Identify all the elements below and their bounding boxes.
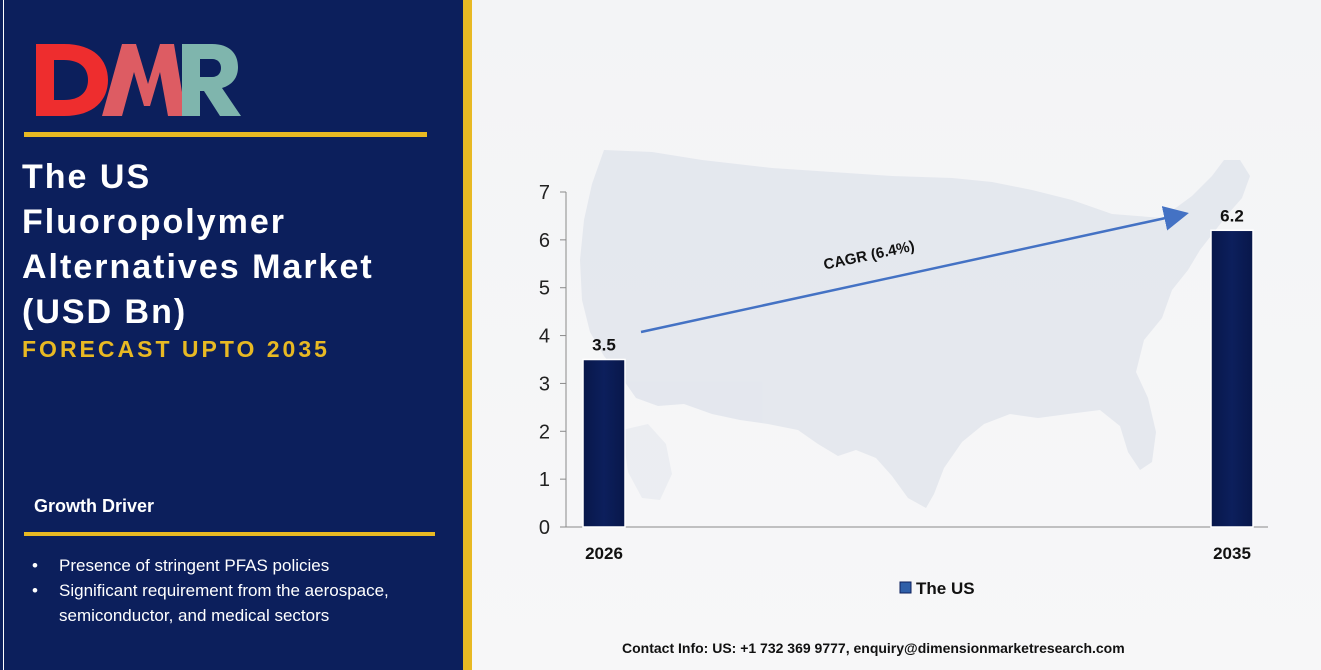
y-tick-label: 4 (539, 326, 550, 348)
y-tick-label: 1 (539, 469, 550, 491)
growth-driver-underline (24, 532, 435, 536)
y-tick-label: 0 (539, 517, 550, 539)
bar-data-label: 6.2 (1220, 206, 1244, 225)
bar-data-label: 3.5 (592, 336, 616, 355)
logo-underline (24, 132, 427, 137)
y-tick-label: 7 (539, 182, 550, 204)
y-tick-label: 5 (539, 278, 550, 300)
us-map-background (580, 150, 1250, 508)
y-tick-label: 2 (539, 421, 550, 443)
growth-driver-item: Significant requirement from the aerospa… (32, 578, 432, 628)
legend-swatch (899, 581, 912, 594)
cagr-arrow (640, 206, 1189, 334)
bar (582, 358, 626, 528)
forecast-subtitle: FORECAST UPTO 2035 (22, 336, 330, 362)
growth-driver-list: Presence of stringent PFAS policies Sign… (32, 553, 432, 628)
market-title: The US Fluoropolymer Alternatives Market… (22, 155, 452, 335)
title-line: Alternatives Market (22, 248, 374, 286)
y-tick-label: 6 (539, 230, 550, 252)
title-line: The US (22, 158, 152, 196)
dmr-logo (36, 44, 241, 116)
contact-info: Contact Info: US: +1 732 369 9777, enqui… (622, 640, 1125, 656)
legend-label: The US (916, 579, 975, 598)
growth-driver-heading: Growth Driver (34, 496, 155, 516)
x-tick-label: 2035 (1213, 544, 1251, 563)
title-line: Fluoropolymer (22, 203, 287, 241)
logo-letter-m (102, 44, 186, 116)
logo-letter-d (36, 44, 108, 116)
left-info-panel: The US Fluoropolymer Alternatives Market… (0, 0, 463, 670)
x-tick-label: 2026 (585, 544, 623, 563)
y-tick-label: 3 (539, 373, 550, 395)
logo-letter-r (182, 44, 241, 116)
panel-frame-line (3, 0, 4, 670)
chart-panel: 0 1 2 3 4 5 6 7 3.5 2026 6.2 2035 CAGR (6.4%) The US (472, 0, 1321, 670)
title-line: (USD Bn) (22, 293, 188, 331)
gold-divider-bar (463, 0, 472, 670)
growth-driver-item: Presence of stringent PFAS policies (32, 553, 432, 578)
bar (1210, 229, 1254, 528)
